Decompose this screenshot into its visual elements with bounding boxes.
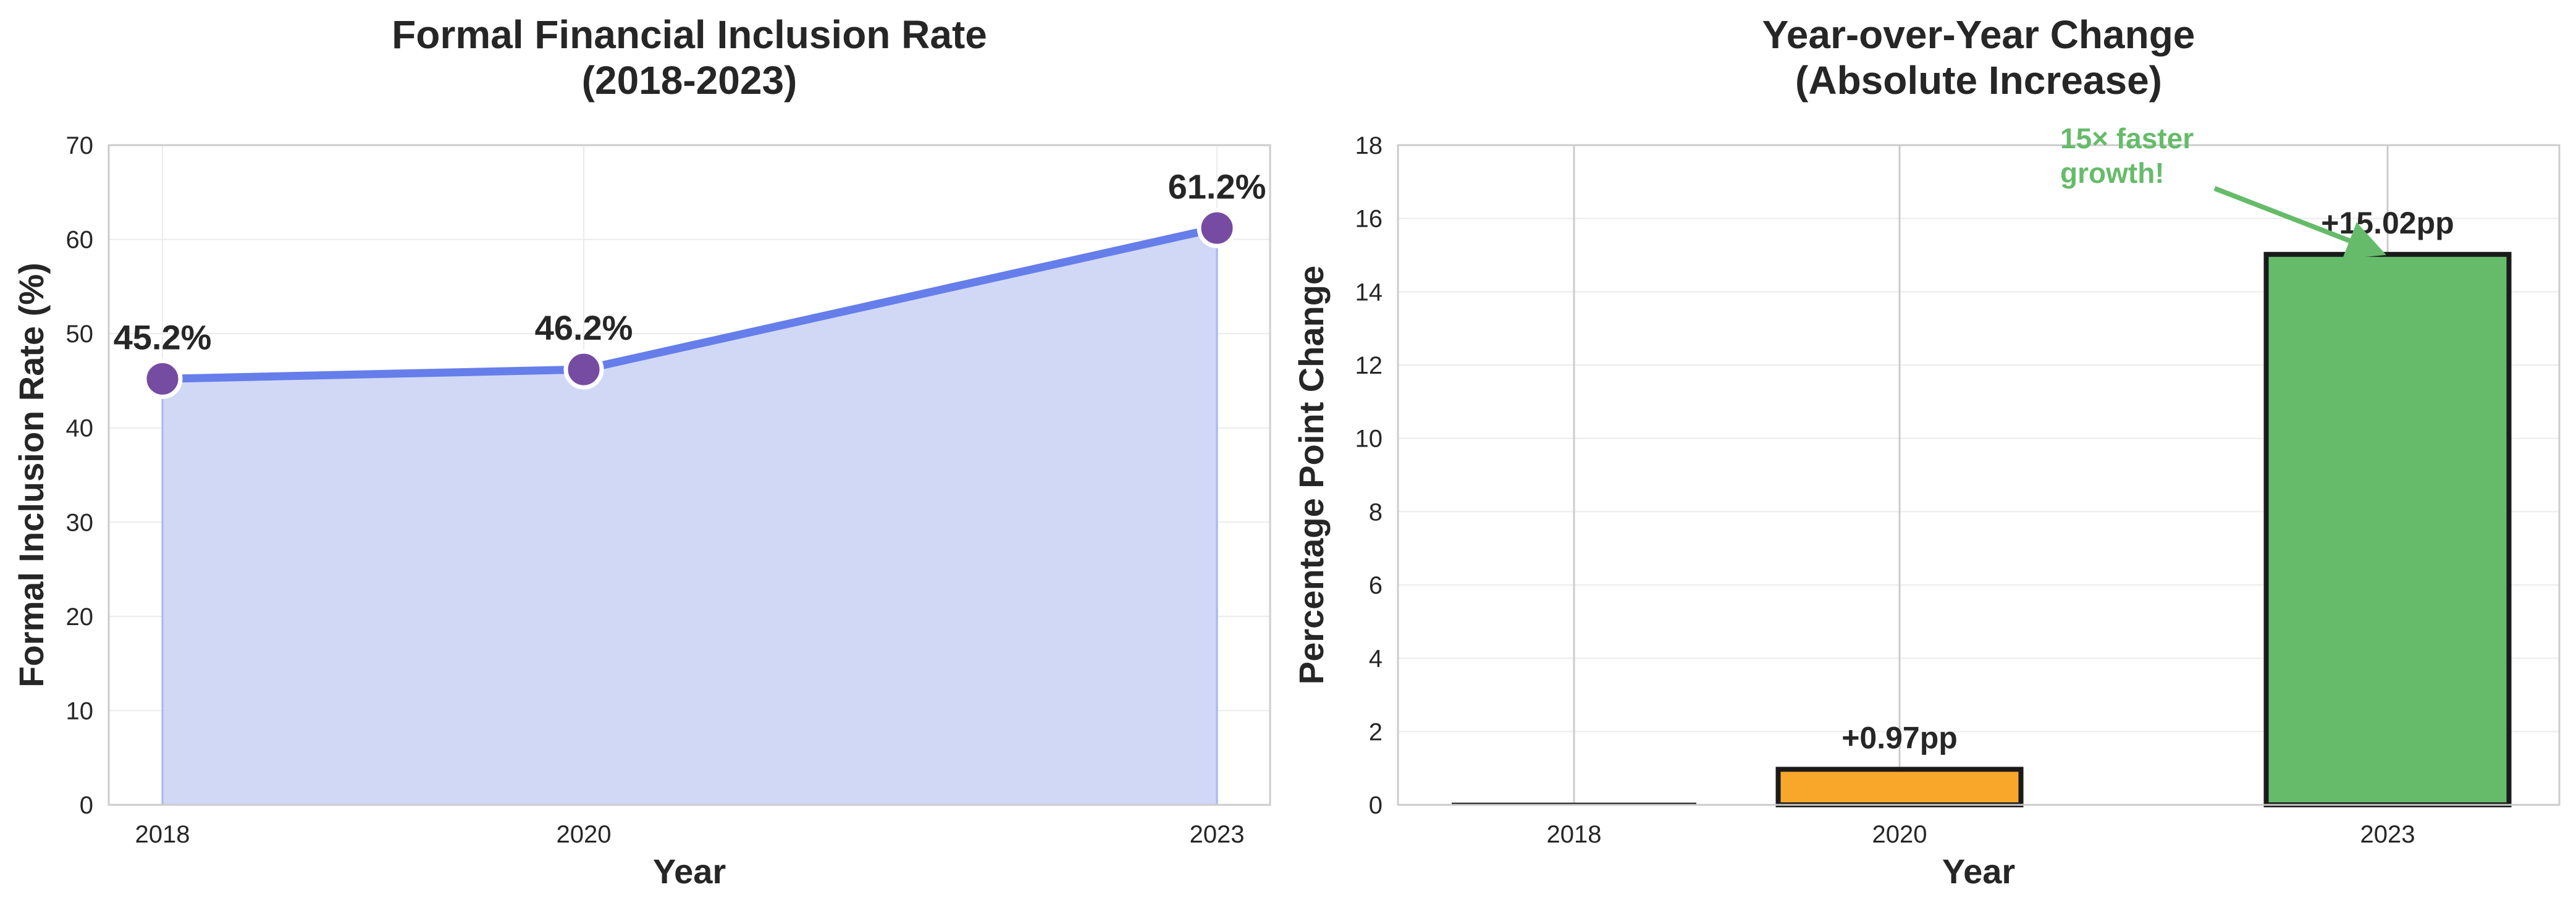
change-data-label: +0.97pp	[1842, 720, 1958, 755]
left-y-tick-label: 70	[66, 132, 94, 159]
right-y-tick-label: 2	[1369, 718, 1383, 746]
annotation-arrow	[2213, 186, 2386, 259]
right-chart-title-line2: (Absolute Increase)	[1795, 58, 2162, 103]
left-y-tick-label: 0	[80, 792, 93, 819]
left-y-tick-label: 30	[66, 509, 94, 536]
left-y-tick-label: 20	[66, 603, 94, 631]
right-y-tick-label: 6	[1369, 572, 1383, 599]
inclusion-data-label: 45.2%	[114, 317, 212, 356]
right-plot-frame	[1397, 144, 2561, 806]
right-y-tick-label: 18	[1355, 132, 1383, 159]
left-plot-frame	[107, 144, 1271, 806]
annotation-text-line1: 15× faster	[2060, 122, 2194, 154]
left-x-tick-label: 2020	[557, 821, 612, 848]
inclusion-data-label: 61.2%	[1168, 167, 1266, 206]
right-y-tick-label: 0	[1369, 792, 1383, 819]
left-y-tick-label: 40	[66, 415, 94, 442]
right-y-tick-label: 10	[1355, 426, 1383, 453]
right-y-tick-label: 16	[1355, 206, 1383, 233]
right-y-axis-label: Percentage Point Change	[1292, 266, 1331, 684]
right-y-tick-label: 12	[1355, 352, 1383, 379]
right-x-tick-label: 2023	[2360, 821, 2415, 848]
left-x-axis-label: Year	[653, 852, 726, 891]
left-y-tick-label: 60	[66, 227, 94, 254]
change-bar	[2263, 251, 2512, 807]
inclusion-marker	[1197, 208, 1237, 248]
right-x-tick-label: 2020	[1872, 821, 1927, 848]
inclusion-data-label: 46.2%	[535, 308, 633, 347]
left-x-tick-label: 2018	[135, 821, 190, 848]
right-x-tick-label: 2018	[1547, 821, 1602, 848]
right-x-axis-label: Year	[1942, 852, 2015, 891]
left-chart-title-line1: Formal Financial Inclusion Rate	[392, 12, 987, 57]
right-chart-title-line1: Year-over-Year Change	[1762, 12, 2195, 57]
inclusion-marker	[142, 358, 183, 399]
right-y-tick-label: 4	[1369, 645, 1383, 673]
left-x-tick-label: 2023	[1190, 821, 1245, 848]
left-y-tick-label: 50	[66, 321, 94, 348]
left-chart-title-line2: (2018-2023)	[582, 58, 798, 103]
right-y-tick-label: 14	[1355, 279, 1383, 306]
left-y-axis-label: Formal Inclusion Rate (%)	[12, 263, 51, 687]
right-y-tick-label: 8	[1369, 498, 1383, 526]
left-y-tick-label: 10	[66, 697, 94, 725]
annotation-text-line2: growth!	[2060, 157, 2165, 189]
change-bar	[1775, 767, 2024, 807]
inclusion-marker	[563, 349, 604, 390]
